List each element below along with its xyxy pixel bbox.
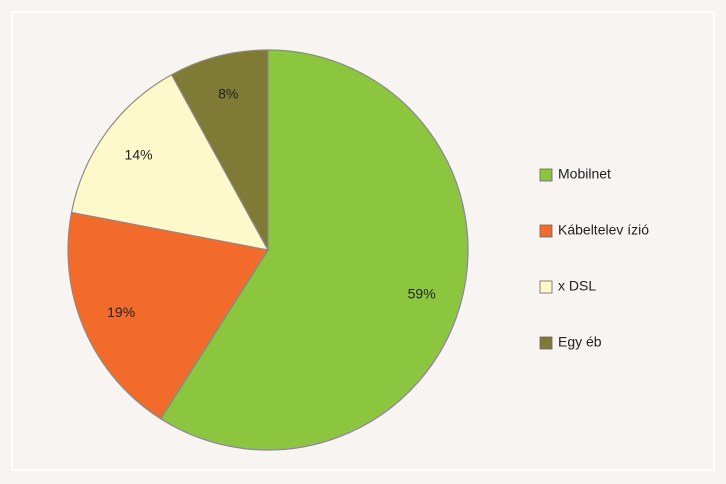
legend-swatch <box>539 336 553 350</box>
legend-swatch <box>539 224 553 238</box>
legend-swatch <box>539 168 553 182</box>
pie-slice <box>160 49 469 451</box>
legend-label: Egy éb <box>558 334 602 350</box>
legend-label: x DSL <box>558 278 596 294</box>
legend-label: Kábeltelev ízió <box>558 222 649 238</box>
pie-slice <box>67 211 269 420</box>
data-label: 19% <box>107 304 135 320</box>
pie-slice <box>70 73 270 251</box>
data-label: 8% <box>218 86 238 102</box>
data-label: 14% <box>125 147 153 163</box>
data-label: 59% <box>408 285 436 301</box>
frame <box>11 11 715 471</box>
pie-slice <box>170 49 269 251</box>
legend-label: Mobilnet <box>558 166 611 182</box>
legend-swatch <box>539 280 553 294</box>
